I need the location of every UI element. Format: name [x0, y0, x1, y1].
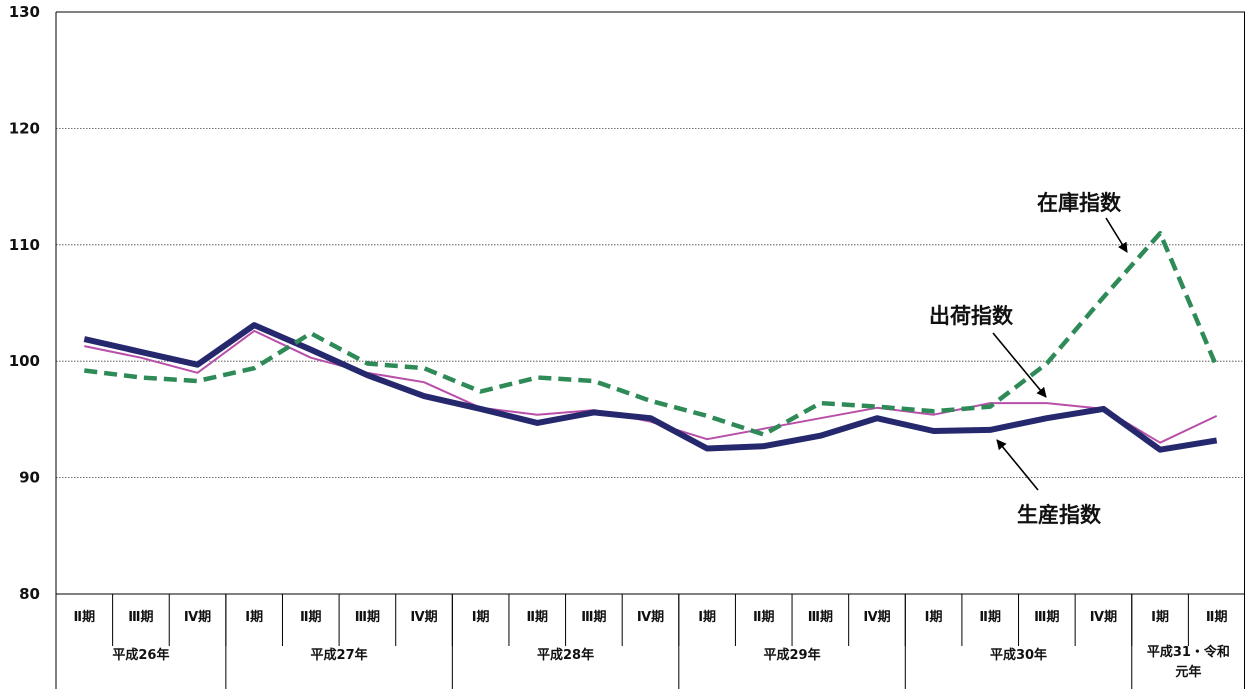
series-lines [83, 230, 1219, 453]
x-group-label-line: 元年 [1175, 664, 1201, 680]
x-tick-label-quarter: Ⅲ期 [808, 610, 833, 625]
x-tick-label-quarter: Ⅰ期 [472, 610, 490, 625]
x-group-label: 平成26年 [112, 647, 169, 663]
x-group-label: 平成30年 [990, 647, 1047, 663]
x-group-label: 平成27年 [311, 647, 368, 663]
x-tick-label-quarter: Ⅲ期 [581, 610, 606, 625]
x-tick-label-quarter: Ⅱ期 [74, 610, 96, 625]
series-line-在庫指数 [84, 230, 1219, 437]
x-group-label-line: 平成31・令和 [1147, 644, 1230, 660]
y-tick-label-90: 90 [19, 469, 40, 487]
x-tick-label-quarter: Ⅳ期 [637, 610, 664, 625]
x-tick-label-quarter: Ⅱ期 [753, 610, 775, 625]
x-tick-label-quarter: Ⅰ期 [1151, 610, 1169, 625]
x-group-label: 平成28年 [537, 647, 594, 663]
gridlines [56, 11, 1245, 479]
x-tick-label-quarter: Ⅲ期 [128, 610, 153, 625]
annotation-label-在庫指数: 在庫指数 [1037, 191, 1122, 215]
series-line-出荷指数 [84, 329, 1218, 444]
x-tick-label-quarter: Ⅲ期 [355, 610, 380, 625]
x-tick-label-quarter: Ⅳ期 [410, 610, 437, 625]
x-tick-label-quarter: Ⅳ期 [184, 610, 211, 625]
x-tick-label-quarter: Ⅱ期 [1206, 610, 1228, 625]
x-tick-label-quarter: Ⅰ期 [698, 610, 716, 625]
annotation-label-出荷指数: 出荷指数 [929, 304, 1014, 328]
x-tick-label-quarter: Ⅱ期 [300, 610, 322, 625]
y-tick-label-130: 130 [9, 3, 40, 21]
y-tick-label-120: 120 [9, 119, 40, 137]
y-tick-label-110: 110 [9, 236, 40, 254]
x-tick-label-quarter: Ⅲ期 [1034, 610, 1059, 625]
annotation-arrow-生産指数 [996, 439, 1039, 491]
series-line-生産指数 [83, 322, 1218, 453]
x-group-label: 平成29年 [764, 647, 821, 663]
annotation-arrow-出荷指数 [992, 332, 1047, 398]
annotation-arrow-在庫指数 [1105, 217, 1128, 253]
y-tick-label-100: 100 [9, 352, 40, 370]
x-tick-label-quarter: Ⅳ期 [1090, 610, 1117, 625]
x-tick-label-quarter: Ⅱ期 [979, 610, 1001, 625]
x-tick-label-quarter: Ⅰ期 [925, 610, 943, 625]
y-tick-label-80: 80 [19, 585, 40, 603]
annotation-label-生産指数: 生産指数 [1017, 503, 1102, 527]
x-tick-label-quarter: Ⅱ期 [526, 610, 548, 625]
x-tick-label-quarter: Ⅳ期 [863, 610, 890, 625]
x-tick-label-quarter: Ⅰ期 [245, 610, 263, 625]
